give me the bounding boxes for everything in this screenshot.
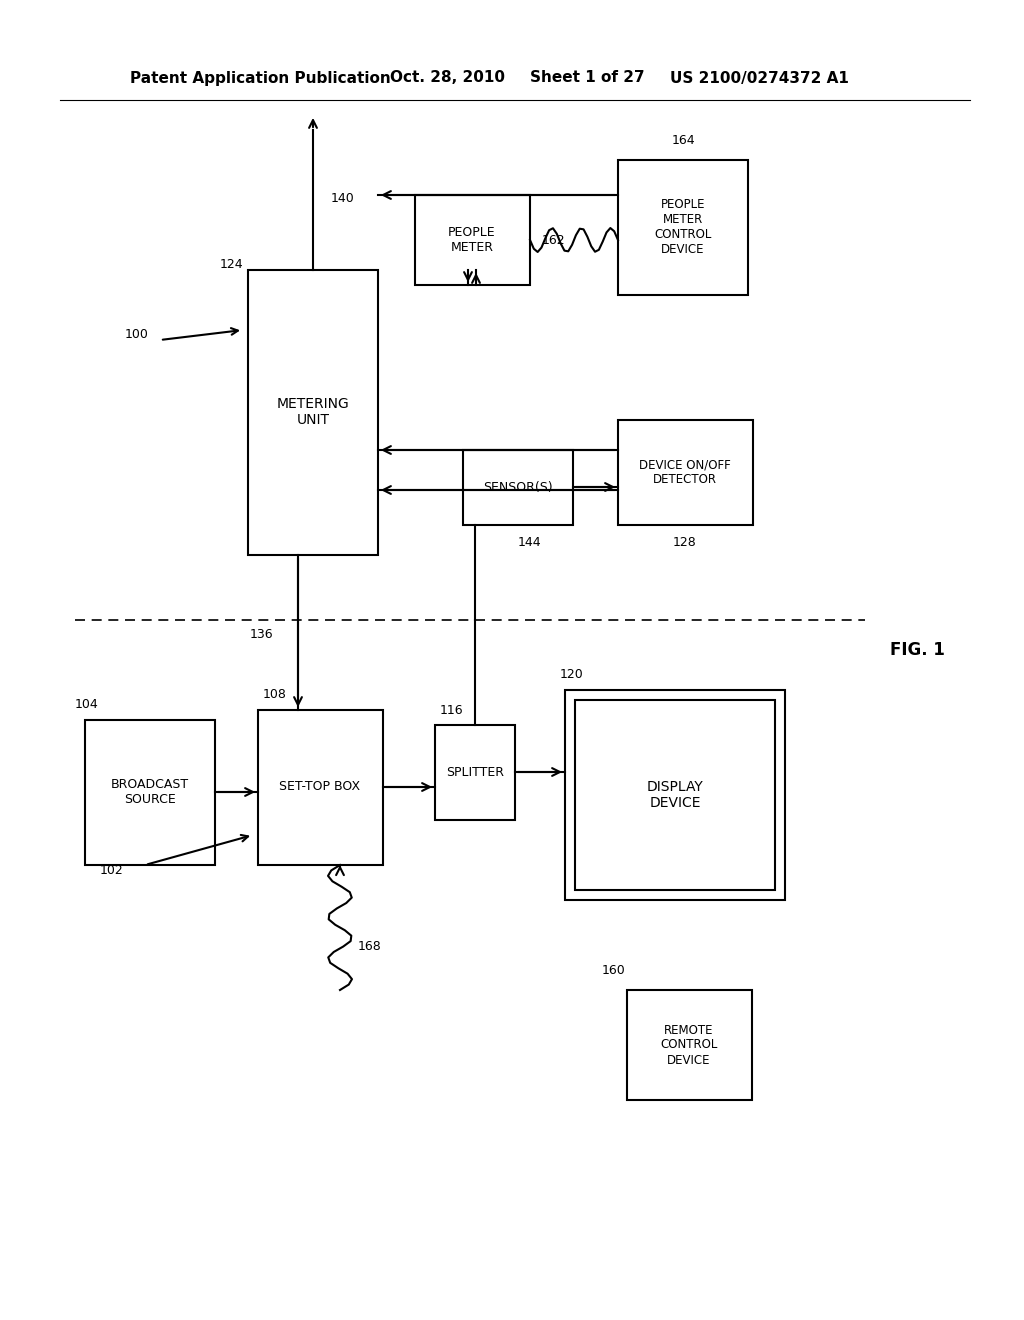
Text: BROADCAST
SOURCE: BROADCAST SOURCE [111, 777, 189, 807]
Text: 160: 160 [602, 964, 626, 977]
Bar [248, 271, 378, 554]
Bar [618, 160, 748, 294]
Text: DISPLAY
DEVICE: DISPLAY DEVICE [646, 780, 703, 810]
Bar [85, 719, 215, 865]
Text: 144: 144 [518, 536, 542, 549]
Text: FIG. 1: FIG. 1 [890, 642, 945, 659]
Bar [565, 690, 785, 900]
Text: SET-TOP BOX: SET-TOP BOX [280, 780, 360, 793]
Text: 124: 124 [220, 259, 244, 272]
Text: SENSOR(S): SENSOR(S) [483, 480, 553, 494]
Text: 116: 116 [440, 704, 464, 717]
Text: 164: 164 [671, 133, 695, 147]
Bar [258, 710, 383, 865]
Text: PEOPLE
METER: PEOPLE METER [449, 226, 496, 253]
Text: Sheet 1 of 27: Sheet 1 of 27 [530, 70, 645, 86]
Text: SPLITTER: SPLITTER [446, 766, 504, 779]
Text: Oct. 28, 2010: Oct. 28, 2010 [390, 70, 505, 86]
Text: US 2100/0274372 A1: US 2100/0274372 A1 [670, 70, 849, 86]
Text: 102: 102 [100, 863, 124, 876]
Text: 100: 100 [125, 329, 148, 342]
Text: 128: 128 [673, 536, 697, 549]
Bar [627, 990, 752, 1100]
Bar [463, 450, 573, 525]
Text: METERING
UNIT: METERING UNIT [276, 397, 349, 428]
Text: 104: 104 [75, 698, 98, 711]
Text: 136: 136 [250, 628, 273, 642]
Text: DEVICE ON/OFF
DETECTOR: DEVICE ON/OFF DETECTOR [639, 458, 731, 486]
Bar [435, 725, 515, 820]
Bar [415, 195, 530, 285]
Text: PEOPLE
METER
CONTROL
DEVICE: PEOPLE METER CONTROL DEVICE [654, 198, 712, 256]
Text: 162: 162 [542, 234, 565, 247]
Text: 120: 120 [560, 668, 584, 681]
Text: Patent Application Publication: Patent Application Publication [130, 70, 391, 86]
Bar [575, 700, 775, 890]
Text: 108: 108 [263, 689, 287, 701]
Text: 140: 140 [331, 191, 354, 205]
Text: REMOTE
CONTROL
DEVICE: REMOTE CONTROL DEVICE [660, 1023, 718, 1067]
Text: 168: 168 [358, 940, 382, 953]
Bar [618, 420, 753, 525]
